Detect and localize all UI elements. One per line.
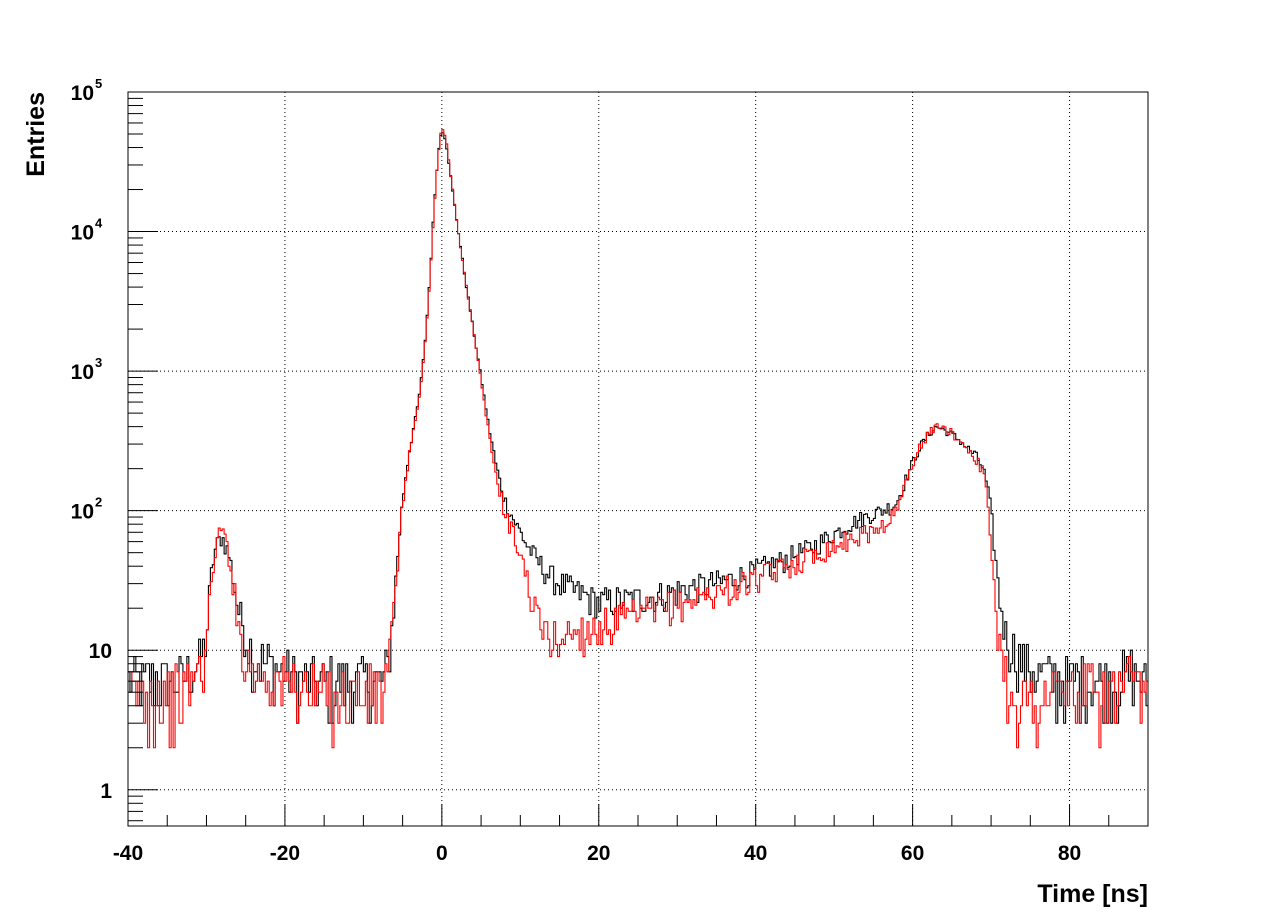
x-tick-label: 60 [901,842,924,865]
x-axis-title: Time [ns] [1037,880,1148,908]
y-axis-title: Entries [22,92,50,177]
x-tick-label: 0 [436,842,448,865]
y-tick-label: 1 [100,780,112,803]
y-tick-label: 10 [71,222,94,245]
y-tick-label: 10 [71,501,94,524]
y-tick-label: 10 [89,640,112,663]
y-tick-exponent: 4 [95,216,103,231]
x-tick-label: -20 [270,842,300,865]
y-tick-label: 10 [71,82,94,105]
y-tick-label: 10 [71,361,94,384]
y-tick-exponent: 5 [95,76,102,91]
y-tick-exponent: 2 [95,495,102,510]
x-tick-label: -40 [113,842,143,865]
x-tick-label: 80 [1058,842,1081,865]
histogram-series [128,129,1148,749]
axis-ticks [127,91,1149,826]
series-red-histogram [128,129,1148,749]
x-tick-labels: -40 -20 0 20 40 60 80 [113,842,1081,865]
x-tick-label: 20 [587,842,610,865]
x-tick-label: 40 [744,842,767,865]
y-tick-exponent: 3 [95,355,102,370]
